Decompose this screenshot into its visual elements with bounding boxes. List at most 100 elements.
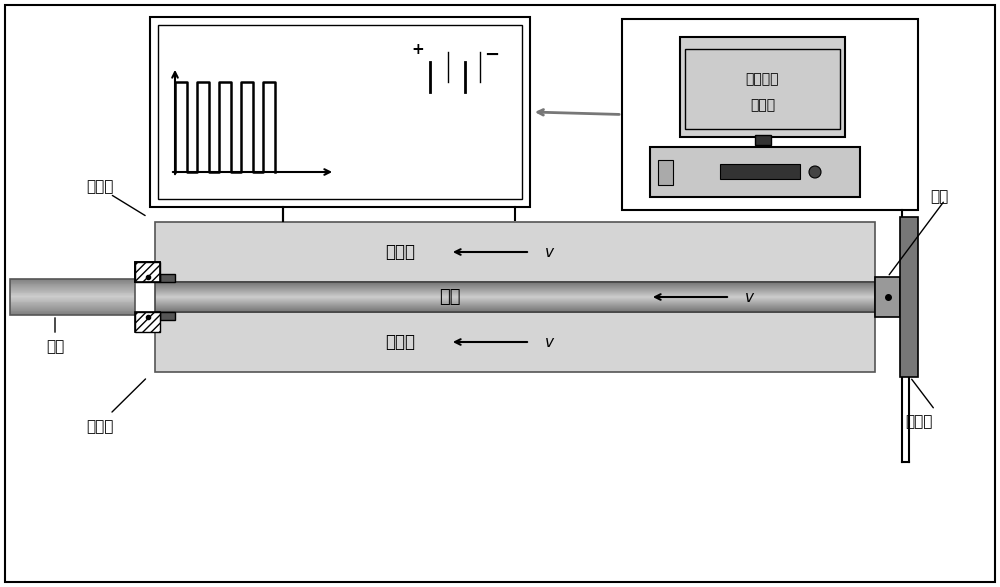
Bar bbox=[10, 284, 135, 285]
Bar bbox=[135, 262, 160, 282]
Bar bbox=[155, 305, 875, 306]
Text: 挤压模: 挤压模 bbox=[86, 420, 114, 434]
Bar bbox=[10, 279, 135, 315]
Bar bbox=[155, 310, 875, 311]
Bar bbox=[155, 312, 875, 372]
Bar bbox=[155, 296, 875, 297]
Bar bbox=[10, 288, 135, 289]
Bar bbox=[10, 297, 135, 298]
Bar bbox=[10, 305, 135, 306]
Bar bbox=[10, 309, 135, 311]
Bar bbox=[155, 292, 875, 293]
Bar bbox=[155, 308, 875, 309]
Bar bbox=[10, 298, 135, 299]
Bar bbox=[155, 311, 875, 312]
Bar bbox=[155, 284, 875, 285]
Bar bbox=[10, 291, 135, 292]
Bar bbox=[10, 295, 135, 296]
Bar bbox=[155, 287, 875, 288]
Bar bbox=[155, 298, 875, 299]
Text: 挤压筒: 挤压筒 bbox=[385, 333, 415, 351]
Bar bbox=[155, 311, 875, 312]
Text: +: + bbox=[412, 42, 424, 56]
Bar bbox=[155, 303, 875, 304]
Bar bbox=[10, 286, 135, 287]
Bar bbox=[10, 299, 135, 300]
Bar bbox=[150, 17, 530, 207]
Bar bbox=[160, 274, 175, 282]
Bar bbox=[155, 288, 875, 289]
Bar bbox=[155, 291, 875, 292]
Bar bbox=[155, 287, 875, 288]
Bar bbox=[10, 312, 135, 313]
Bar bbox=[155, 307, 875, 308]
Bar bbox=[10, 294, 135, 295]
Bar bbox=[155, 306, 875, 307]
Bar bbox=[10, 281, 135, 282]
Bar bbox=[755, 135, 770, 145]
Text: 挤压模: 挤压模 bbox=[86, 180, 114, 194]
Bar bbox=[10, 292, 135, 294]
Bar bbox=[155, 284, 875, 285]
Bar bbox=[685, 49, 840, 129]
Bar bbox=[10, 279, 135, 281]
Bar bbox=[155, 300, 875, 301]
Bar bbox=[10, 291, 135, 292]
Bar bbox=[10, 314, 135, 315]
Text: 棒材: 棒材 bbox=[46, 339, 64, 355]
Text: 坯料: 坯料 bbox=[439, 288, 461, 306]
Bar bbox=[158, 25, 522, 199]
Circle shape bbox=[809, 166, 821, 178]
Bar bbox=[658, 160, 673, 185]
Bar bbox=[155, 291, 875, 292]
Bar bbox=[10, 302, 135, 303]
Bar bbox=[155, 285, 875, 286]
Bar bbox=[155, 293, 875, 294]
Text: v: v bbox=[545, 245, 554, 259]
Bar bbox=[155, 297, 875, 298]
Bar bbox=[160, 312, 175, 320]
Bar bbox=[10, 304, 135, 305]
Bar bbox=[680, 37, 845, 137]
Bar bbox=[10, 306, 135, 307]
Text: 挤压筒: 挤压筒 bbox=[385, 243, 415, 261]
Bar bbox=[155, 301, 875, 302]
Bar bbox=[622, 19, 918, 210]
Bar bbox=[10, 299, 135, 301]
Bar bbox=[155, 309, 875, 310]
Text: 堵头: 堵头 bbox=[930, 190, 948, 204]
Bar bbox=[10, 308, 135, 309]
Bar bbox=[135, 262, 160, 282]
Bar bbox=[155, 222, 875, 282]
Bar bbox=[155, 298, 875, 299]
Bar bbox=[155, 282, 875, 283]
Bar bbox=[155, 295, 875, 296]
Text: 冲电源: 冲电源 bbox=[750, 98, 775, 112]
Bar bbox=[155, 294, 875, 295]
Bar bbox=[10, 282, 135, 284]
Bar bbox=[155, 302, 875, 303]
Bar bbox=[155, 308, 875, 309]
Bar bbox=[10, 311, 135, 312]
Text: 铜电极: 铜电极 bbox=[905, 414, 932, 430]
Bar bbox=[155, 286, 875, 287]
Bar bbox=[10, 279, 135, 280]
Bar bbox=[10, 289, 135, 290]
Bar bbox=[155, 299, 875, 300]
Bar bbox=[155, 294, 875, 295]
Bar bbox=[10, 296, 135, 297]
Bar bbox=[135, 262, 160, 282]
Bar bbox=[10, 306, 135, 308]
Text: −: − bbox=[484, 46, 500, 64]
Bar bbox=[10, 289, 135, 291]
Bar bbox=[650, 147, 860, 197]
Bar bbox=[10, 301, 135, 302]
Bar bbox=[10, 285, 135, 286]
Bar bbox=[10, 303, 135, 304]
Bar bbox=[155, 289, 875, 290]
Bar bbox=[155, 282, 875, 312]
Bar bbox=[10, 301, 135, 302]
Bar bbox=[135, 312, 160, 332]
Bar bbox=[135, 312, 160, 332]
Bar bbox=[10, 313, 135, 314]
